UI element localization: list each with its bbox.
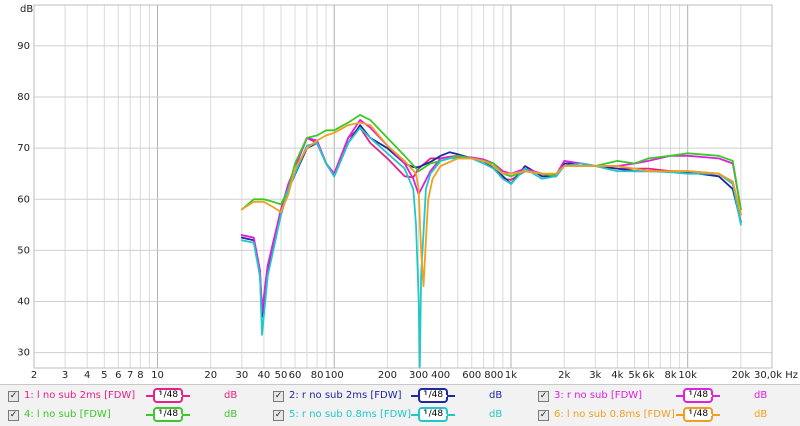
x-tick-label: 6 [115,370,121,381]
axis-labels: 2 3 4 5 6 7 8 10 20 30 40 50 60 80 100 200 300 400 600 800 1… [17,4,798,381]
legend-checkbox[interactable]: ✓ [538,391,549,402]
x-tick-label: 5 [101,370,107,381]
x-tick-label: 7 [127,370,133,381]
x-tick-label: 4k [611,370,623,381]
x-tick-label: 5k [628,370,640,381]
legend-line-swatch [712,414,720,416]
y-tick-label: 70 [17,143,30,154]
x-tick-label: 400 [431,370,450,381]
legend-line-swatch [146,395,154,397]
legend-label: 6: l no sub 0.8ms [FDW] [554,409,675,420]
smoothing-button[interactable]: 1/48 [683,407,715,422]
legend-label: 5: r no sub 0.8ms [FDW] [289,409,412,420]
legend-line-swatch [676,414,684,416]
x-tick-label: 50 [275,370,288,381]
x-tick-label: 2k [558,370,570,381]
frequency-response-chart[interactable]: 2 3 4 5 6 7 8 10 20 30 40 50 60 80 100 200 300 400 600 800 1… [0,0,800,384]
y-tick-label: 30 [17,348,30,359]
legend-item: ✓ 6: l no sub 0.8ms [FDW] 1/48 dB [538,406,793,426]
x-tick-label: 80 [311,370,324,381]
legend-line-swatch [182,395,190,397]
y-tick-label: 80 [17,92,30,103]
legend-unit-label: dB [489,390,503,401]
x-tick-label: 6k [642,370,654,381]
x-tick-label: 300 [409,370,428,381]
smoothing-button[interactable]: 1/48 [153,407,185,422]
x-tick-label: 800 [484,370,503,381]
legend-item: ✓ 5: r no sub 0.8ms [FDW] 1/48 dB [273,406,528,426]
legend-panel: ✓ 1: l no sub 2ms [FDW] 1/48 dB ✓ 2: r no sub… [0,384,800,426]
x-tick-label: 30,0k Hz [754,370,798,381]
x-tick-label: 30 [235,370,248,381]
x-tick-label: 4 [84,370,90,381]
legend-checkbox[interactable]: ✓ [273,410,284,421]
plot-background [0,0,800,384]
series-line-6 [240,121,742,288]
x-tick-label: 10 [151,370,164,381]
legend-unit-label: dB [754,390,768,401]
x-tick-label: 200 [378,370,397,381]
legend-label: 2: r no sub 2ms [FDW] [289,390,402,401]
x-tick-label: 8k [664,370,676,381]
legend-line-swatch [447,395,455,397]
x-tick-label: 8 [137,370,143,381]
smoothing-button[interactable]: 1/48 [153,388,185,403]
legend-line-swatch [411,395,419,397]
plot-frame [33,4,773,369]
x-tick-label: 40 [258,370,271,381]
legend-line-swatch [146,414,154,416]
x-tick-label: 20k [732,370,751,381]
legend-unit-label: dB [489,409,503,420]
x-tick-label: 60 [289,370,302,381]
y-tick-label: 50 [17,245,30,256]
x-tick-label: 10k [678,370,697,381]
x-tick-label: 20 [204,370,217,381]
legend-unit-label: dB [224,409,238,420]
x-tick-label: 2 [31,370,37,381]
legend-label: 3: r no sub [FDW] [554,390,643,401]
legend-checkbox[interactable]: ✓ [273,391,284,402]
legend-line-swatch [182,414,190,416]
series-lines [240,114,742,369]
legend-line-swatch [411,414,419,416]
legend-checkbox[interactable]: ✓ [8,410,19,421]
legend-line-swatch [447,414,455,416]
legend-checkbox[interactable]: ✓ [538,410,549,421]
legend-item: ✓ 3: r no sub [FDW] 1/48 dB [538,387,793,407]
legend-item: ✓ 1: l no sub 2ms [FDW] 1/48 dB [8,387,263,407]
legend-label: 4: l no sub [FDW] [24,409,111,420]
smoothing-button[interactable]: 1/48 [418,388,450,403]
legend-line-swatch [676,395,684,397]
x-tick-label: 1k [505,370,517,381]
legend-line-swatch [712,395,720,397]
y-tick-label: 60 [17,194,30,205]
y-tick-label: 40 [17,297,30,308]
legend-checkbox[interactable]: ✓ [8,391,19,402]
legend-unit-label: dB [224,390,238,401]
x-tick-label: 3 [62,370,68,381]
legend-item: ✓ 2: r no sub 2ms [FDW] 1/48 dB [273,387,528,407]
y-tick-label: 90 [17,41,30,52]
smoothing-button[interactable]: 1/48 [683,388,715,403]
x-tick-label: 3k [589,370,601,381]
x-tick-label: 600 [462,370,481,381]
x-tick-label: 100 [325,370,344,381]
smoothing-button[interactable]: 1/48 [418,407,450,422]
legend-unit-label: dB [754,409,768,420]
legend-label: 1: l no sub 2ms [FDW] [24,390,136,401]
legend-item: ✓ 4: l no sub [FDW] 1/48 dB [8,406,263,426]
y-axis-unit-label: dB [20,4,33,15]
